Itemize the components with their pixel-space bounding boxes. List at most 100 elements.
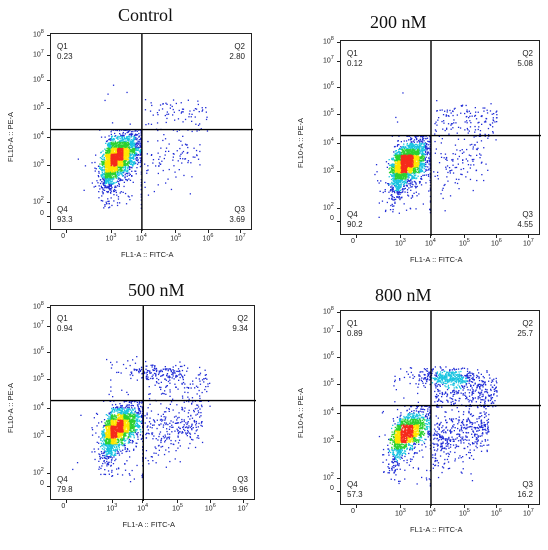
event-point xyxy=(98,191,100,193)
event-point xyxy=(117,148,119,150)
event-point xyxy=(405,140,408,142)
event-point xyxy=(416,171,419,174)
event-point xyxy=(125,172,127,174)
event-point xyxy=(114,156,116,158)
event-point xyxy=(107,170,109,172)
event-point xyxy=(109,145,111,148)
event-point xyxy=(424,149,426,151)
event-point xyxy=(421,170,423,172)
event-point xyxy=(119,142,122,144)
event-point xyxy=(393,181,395,183)
event-point xyxy=(418,193,420,195)
event-point xyxy=(402,151,404,153)
event-point xyxy=(194,108,197,110)
event-point xyxy=(111,186,113,189)
event-point xyxy=(395,153,398,155)
event-point xyxy=(394,201,396,203)
event-point xyxy=(429,208,431,210)
event-point xyxy=(109,153,112,155)
event-point xyxy=(406,180,408,183)
event-point xyxy=(117,150,119,152)
event-point xyxy=(445,115,447,117)
event-point xyxy=(416,163,418,165)
event-point xyxy=(157,152,159,154)
event-point xyxy=(197,103,199,106)
event-point xyxy=(394,174,396,176)
event-point xyxy=(105,165,107,168)
event-point xyxy=(165,147,168,149)
event-point xyxy=(401,174,403,176)
event-point xyxy=(420,153,423,155)
event-point xyxy=(422,155,424,157)
event-point xyxy=(140,150,142,152)
event-point xyxy=(119,143,121,145)
event-point xyxy=(456,132,458,134)
event-point xyxy=(388,183,390,185)
event-point xyxy=(399,164,402,166)
event-point xyxy=(113,164,115,166)
event-point xyxy=(411,145,413,147)
event-point xyxy=(469,144,471,146)
event-point xyxy=(399,186,401,188)
event-point xyxy=(116,172,119,174)
event-point xyxy=(410,142,412,145)
event-point xyxy=(139,142,141,144)
event-point xyxy=(418,145,421,148)
event-point xyxy=(492,126,494,128)
event-point xyxy=(423,168,425,170)
event-point xyxy=(412,150,414,152)
event-point xyxy=(116,176,118,178)
event-point xyxy=(419,145,422,147)
event-point xyxy=(413,166,415,168)
event-point xyxy=(403,185,405,187)
event-point xyxy=(118,154,120,156)
event-point xyxy=(427,169,430,171)
event-point xyxy=(111,161,113,164)
event-point xyxy=(392,159,394,161)
event-point xyxy=(418,158,420,161)
event-point xyxy=(394,170,397,173)
event-point xyxy=(205,118,208,121)
event-point xyxy=(102,167,104,169)
event-point xyxy=(418,149,420,151)
event-point xyxy=(401,171,403,174)
event-point xyxy=(395,170,397,172)
event-point xyxy=(406,182,408,184)
event-point xyxy=(397,182,400,185)
event-point xyxy=(394,202,396,204)
event-point xyxy=(394,171,396,174)
event-point xyxy=(414,160,417,162)
event-point xyxy=(393,199,395,201)
event-point xyxy=(104,160,106,162)
event-point xyxy=(389,167,391,169)
event-point xyxy=(175,176,177,178)
event-point xyxy=(108,203,110,205)
event-point xyxy=(496,117,498,119)
event-point xyxy=(406,168,409,170)
event-point xyxy=(102,169,104,171)
event-point xyxy=(392,173,394,175)
event-point xyxy=(114,160,116,163)
event-point xyxy=(402,178,405,180)
event-point xyxy=(444,183,446,186)
event-point xyxy=(133,149,135,151)
event-point xyxy=(398,197,400,199)
event-point xyxy=(109,148,111,150)
event-point xyxy=(483,110,485,112)
event-point xyxy=(121,164,124,166)
event-point xyxy=(397,196,399,198)
event-point xyxy=(124,158,126,160)
event-point xyxy=(102,188,104,190)
event-point xyxy=(175,102,177,105)
event-point xyxy=(122,169,124,171)
event-point xyxy=(403,147,406,149)
event-point xyxy=(120,159,122,161)
event-point xyxy=(409,151,411,153)
event-point xyxy=(132,147,134,150)
event-point xyxy=(397,158,399,160)
event-point xyxy=(399,161,402,163)
event-point xyxy=(107,156,109,158)
event-point xyxy=(114,165,116,167)
event-point xyxy=(398,175,400,177)
event-point xyxy=(393,173,395,175)
